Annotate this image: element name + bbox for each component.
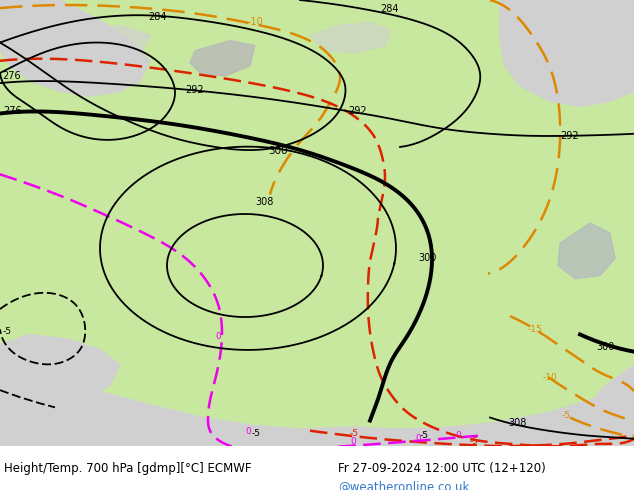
Text: 0: 0 bbox=[215, 333, 221, 342]
Text: -5: -5 bbox=[3, 327, 12, 337]
Text: 300: 300 bbox=[596, 342, 614, 352]
Text: -10: -10 bbox=[543, 373, 558, 382]
Polygon shape bbox=[558, 223, 615, 279]
Text: 284: 284 bbox=[380, 4, 399, 14]
Polygon shape bbox=[580, 365, 634, 446]
Text: 300: 300 bbox=[268, 146, 288, 156]
Text: -10: -10 bbox=[248, 17, 264, 27]
Text: -5: -5 bbox=[420, 431, 429, 440]
Text: 292: 292 bbox=[185, 85, 204, 95]
Text: @weatheronline.co.uk: @weatheronline.co.uk bbox=[338, 480, 469, 490]
Polygon shape bbox=[500, 0, 634, 106]
Text: 292: 292 bbox=[348, 105, 366, 116]
Text: Height/Temp. 700 hPa [gdmp][°C] ECMWF: Height/Temp. 700 hPa [gdmp][°C] ECMWF bbox=[4, 462, 252, 475]
Text: 276: 276 bbox=[2, 71, 21, 81]
Polygon shape bbox=[30, 25, 150, 73]
Text: 0: 0 bbox=[455, 431, 461, 440]
Text: -15: -15 bbox=[528, 325, 543, 334]
Text: 0: 0 bbox=[415, 434, 421, 443]
Text: 308: 308 bbox=[255, 196, 273, 207]
Polygon shape bbox=[0, 334, 120, 446]
Text: 0: 0 bbox=[245, 427, 251, 436]
Polygon shape bbox=[190, 41, 255, 76]
Text: 284: 284 bbox=[148, 12, 167, 22]
Text: 300: 300 bbox=[418, 253, 436, 264]
Polygon shape bbox=[0, 0, 634, 428]
Text: 276: 276 bbox=[3, 105, 22, 116]
Text: 292: 292 bbox=[560, 131, 579, 141]
Polygon shape bbox=[0, 0, 150, 96]
Polygon shape bbox=[310, 22, 390, 53]
Text: 308: 308 bbox=[508, 417, 526, 428]
Text: -5: -5 bbox=[470, 437, 479, 446]
Text: Fr 27-09-2024 12:00 UTC (12+120): Fr 27-09-2024 12:00 UTC (12+120) bbox=[338, 462, 546, 475]
Text: -5: -5 bbox=[350, 429, 359, 438]
Text: 0: 0 bbox=[350, 437, 356, 446]
Text: -5: -5 bbox=[252, 429, 261, 438]
Text: -5: -5 bbox=[562, 411, 571, 419]
